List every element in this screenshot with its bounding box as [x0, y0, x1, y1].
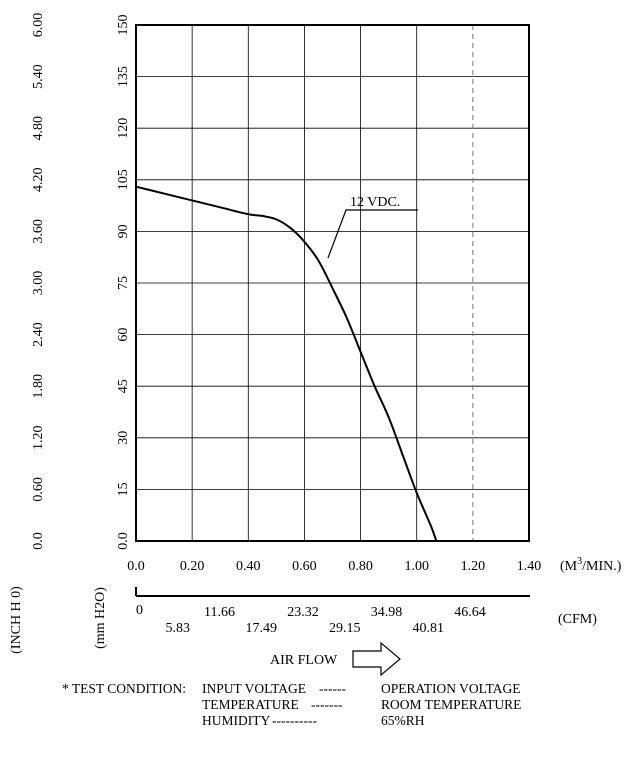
- x-tick-label: 1.40: [517, 559, 542, 574]
- x-tick-label: 0.80: [348, 559, 373, 574]
- x-tick-label: 1.20: [461, 559, 486, 574]
- test-condition-dashes: ----------: [272, 713, 317, 728]
- x-tick-label: 0.60: [292, 559, 317, 574]
- x-axis-m3-unit-label: (M3/MIN.): [560, 556, 622, 574]
- y-tick-label: 135: [116, 66, 131, 87]
- test-condition-name: TEMPERATURE: [202, 697, 299, 712]
- plot-frame: [135, 24, 530, 542]
- x-tick-label: 0.0: [127, 559, 145, 574]
- y-tick-label: 1.20: [31, 426, 46, 451]
- y-tick-label: 0.0: [31, 532, 46, 550]
- x-cfm-tick-label: 0: [136, 603, 143, 618]
- x-cfm-tick-label: 11.66: [204, 605, 235, 620]
- y-tick-label: 4.80: [31, 116, 46, 141]
- test-condition-dashes: ------: [319, 681, 346, 696]
- x-axis-cfm-unit-label: (CFM): [558, 612, 597, 627]
- test-condition-value: ROOM TEMPERATURE: [381, 697, 522, 712]
- y-tick-label: 120: [116, 118, 131, 139]
- test-condition-heading: * TEST CONDITION:: [62, 681, 186, 696]
- x-cfm-tick-label: 40.81: [413, 621, 445, 636]
- x-cfm-tick-label: 23.32: [287, 605, 319, 620]
- x-cfm-tick-label: 17.49: [246, 621, 278, 636]
- y-tick-label: 30: [116, 431, 131, 445]
- test-condition-name: INPUT VOLTAGE: [202, 681, 307, 696]
- x-axis-cfm-tick-labels: 0 5.83 11.66 17.49 23.32 29.15 34.98 40.81 46.64: [136, 603, 486, 636]
- y-tick-label: 75: [116, 276, 131, 290]
- y-tick-label: 6.00: [31, 13, 46, 38]
- y-tick-label: 90: [116, 224, 131, 238]
- x-tick-label: 1.00: [404, 559, 429, 574]
- series-label-leader: [327, 209, 418, 259]
- y-tick-label: 60: [116, 328, 131, 342]
- y-tick-label: 3.00: [31, 271, 46, 296]
- y-axis-mm-tick-labels: 0.0 15 30 45 60 75 90 105 120 135 150: [116, 15, 131, 550]
- air-flow-arrow-icon: [352, 641, 401, 677]
- grid-lines: [136, 25, 529, 541]
- y-tick-label: 15: [116, 482, 131, 496]
- air-flow-label: AIR FLOW: [270, 653, 338, 668]
- series-line-12vdc: [135, 185, 438, 542]
- y-tick-label: 0.60: [31, 477, 46, 502]
- x-axis-cfm-line: [135, 587, 530, 597]
- test-condition-value: 65%RH: [381, 713, 425, 728]
- y-axis-mm-unit-label: (mm H2O): [93, 587, 108, 649]
- test-condition-dashes: -------: [311, 697, 343, 712]
- y-tick-label: 45: [116, 379, 131, 393]
- x-axis-m3-tick-labels: 0.0 0.20 0.40 0.60 0.80 1.00 1.20 1.40: [127, 559, 541, 574]
- test-condition-value: OPERATION VOLTAGE: [381, 681, 521, 696]
- x-cfm-tick-label: 29.15: [329, 621, 361, 636]
- x-tick-label: 0.40: [236, 559, 261, 574]
- test-condition-name: HUMIDITY: [202, 713, 271, 728]
- y-tick-label: 105: [116, 169, 131, 190]
- x-cfm-tick-label: 34.98: [371, 605, 403, 620]
- y-tick-label: 4.20: [31, 168, 46, 193]
- x-cfm-tick-label: 5.83: [166, 621, 191, 636]
- y-tick-label: 2.40: [31, 322, 46, 347]
- x-cfm-tick-label: 46.64: [454, 605, 486, 620]
- y-tick-label: 1.80: [31, 374, 46, 399]
- series-label-12vdc: 12 VDC.: [350, 195, 400, 210]
- y-tick-label: 5.40: [31, 64, 46, 89]
- y-tick-label: 3.60: [31, 219, 46, 244]
- y-tick-label: 150: [116, 15, 131, 36]
- y-axis-inch-unit-label: (INCH H 0): [9, 586, 24, 654]
- y-axis-inch-tick-labels: 0.0 0.60 1.20 1.80 2.40 3.00 3.60 4.20 4.80 5.40 6…: [31, 13, 46, 550]
- y-tick-label: 0.0: [116, 532, 131, 550]
- x-tick-label: 0.20: [180, 559, 205, 574]
